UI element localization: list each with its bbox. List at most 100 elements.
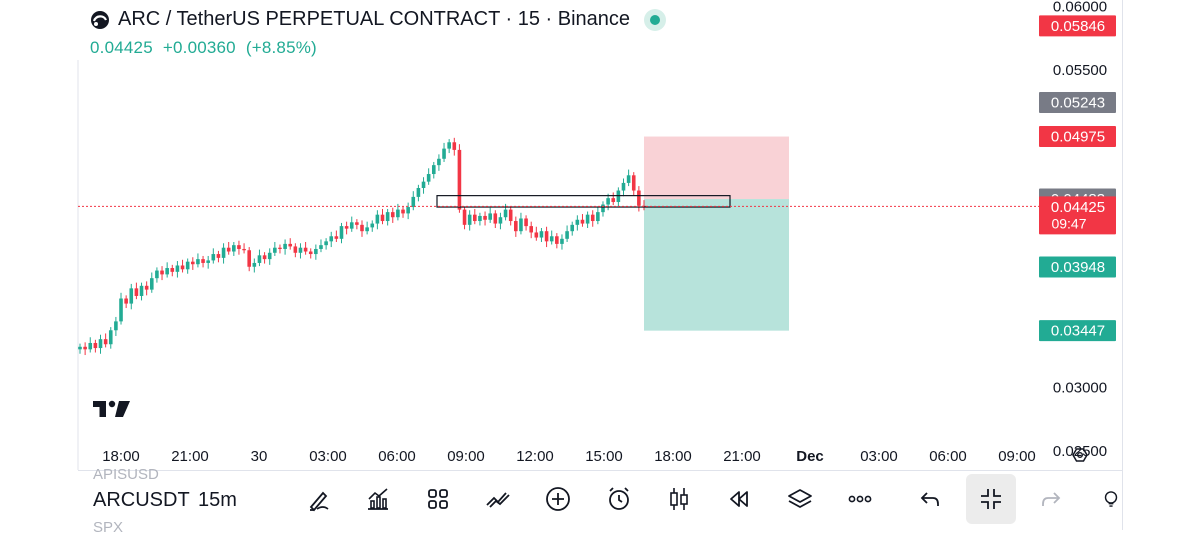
redo-icon bbox=[1042, 492, 1061, 506]
candle bbox=[273, 247, 277, 253]
chart-type-button[interactable] bbox=[355, 476, 401, 522]
candle bbox=[370, 223, 375, 228]
candle bbox=[498, 217, 503, 224]
price-label-badge bbox=[1039, 15, 1116, 37]
bar-countdown-text: 09:47 bbox=[1051, 215, 1086, 231]
candle bbox=[355, 222, 359, 225]
brush-icon bbox=[309, 491, 329, 512]
candle bbox=[134, 288, 139, 296]
layers-icon bbox=[788, 489, 812, 508]
price-label-text: 0.05243 bbox=[1051, 95, 1105, 112]
candle bbox=[631, 175, 636, 191]
candle bbox=[529, 226, 533, 233]
candle bbox=[467, 214, 472, 225]
candles-button[interactable] bbox=[656, 476, 702, 522]
add-button[interactable] bbox=[535, 476, 581, 522]
market-open-indicator bbox=[644, 8, 667, 31]
candle bbox=[93, 342, 98, 349]
interval-button[interactable]: 15m bbox=[198, 489, 237, 511]
candle bbox=[585, 214, 590, 224]
candle bbox=[175, 265, 180, 272]
candle bbox=[78, 346, 82, 350]
price-label-text: 0.04425 bbox=[1051, 199, 1105, 216]
chart-type-icon bbox=[368, 488, 388, 510]
candle bbox=[283, 243, 287, 249]
candle bbox=[303, 247, 308, 252]
candle bbox=[601, 204, 605, 213]
x-tick-label: 03:00 bbox=[309, 448, 347, 465]
redo-button[interactable] bbox=[1028, 476, 1074, 522]
price-label-badge bbox=[1039, 126, 1116, 148]
candle bbox=[508, 209, 513, 222]
x-tick-label: 12:00 bbox=[516, 448, 554, 465]
indicators-button[interactable] bbox=[415, 476, 461, 522]
ideas-button[interactable] bbox=[1100, 476, 1122, 522]
candle bbox=[226, 247, 231, 252]
fullscreen-exit-button[interactable] bbox=[966, 474, 1016, 524]
x-tick-label: Dec bbox=[796, 448, 824, 465]
candle bbox=[252, 262, 257, 267]
symbol-title[interactable]: ARC / TetherUS PERPETUAL CONTRACT · 15 ·… bbox=[118, 8, 631, 30]
candle bbox=[103, 339, 108, 345]
watchlist-prev-symbol[interactable]: APISUSD bbox=[93, 466, 159, 483]
take-profit-zone bbox=[644, 199, 789, 331]
candle bbox=[375, 214, 380, 224]
x-tick-label: 06:00 bbox=[929, 448, 967, 465]
candle bbox=[124, 298, 128, 304]
candle bbox=[314, 248, 318, 255]
candle bbox=[575, 219, 580, 225]
candle bbox=[385, 212, 390, 222]
candle bbox=[437, 158, 441, 166]
alert-button[interactable] bbox=[596, 476, 642, 522]
candle bbox=[139, 285, 144, 296]
arc-logo-icon bbox=[91, 10, 109, 29]
candle bbox=[606, 198, 610, 205]
y-tick-label: 0.02500 bbox=[1053, 443, 1107, 460]
drawing-tool-button[interactable] bbox=[296, 476, 342, 522]
candle bbox=[483, 215, 487, 220]
candle bbox=[457, 149, 462, 210]
candle bbox=[257, 255, 262, 263]
candle bbox=[329, 236, 334, 242]
candle bbox=[431, 165, 436, 175]
candle bbox=[478, 215, 482, 222]
undo-icon bbox=[920, 492, 939, 506]
replay-button[interactable] bbox=[716, 476, 762, 522]
candle bbox=[549, 236, 554, 242]
candle bbox=[191, 261, 195, 265]
price-axis-border bbox=[1122, 0, 1123, 530]
candle bbox=[232, 245, 236, 252]
candle bbox=[211, 254, 216, 261]
candle bbox=[503, 209, 508, 218]
candle bbox=[165, 268, 169, 275]
candle bbox=[514, 221, 518, 232]
layers-button[interactable] bbox=[777, 476, 823, 522]
more-button[interactable] bbox=[837, 476, 883, 522]
settings-icon[interactable] bbox=[1072, 448, 1088, 462]
candle bbox=[590, 214, 595, 222]
candle bbox=[570, 224, 575, 232]
drawings-button[interactable] bbox=[475, 476, 521, 522]
price-change-pct: (+8.85%) bbox=[245, 38, 317, 57]
candle bbox=[83, 346, 87, 350]
candle bbox=[180, 265, 185, 270]
candle bbox=[144, 285, 149, 290]
x-tick-label: 18:00 bbox=[102, 448, 140, 465]
undo-button[interactable] bbox=[907, 476, 953, 522]
x-tick-label: 06:00 bbox=[378, 448, 416, 465]
candle bbox=[319, 245, 323, 249]
candle bbox=[411, 196, 416, 208]
more-icon bbox=[848, 495, 872, 503]
quote-line: 0.04425 +0.00360 (+8.85%) bbox=[90, 38, 327, 58]
watchlist-next-symbol[interactable]: SPX bbox=[93, 519, 124, 536]
candle bbox=[339, 226, 344, 239]
replay-icon bbox=[730, 491, 748, 507]
price-label-badge bbox=[1039, 320, 1116, 342]
candle bbox=[426, 174, 431, 182]
add-icon bbox=[546, 487, 570, 511]
candle bbox=[324, 241, 328, 246]
candle bbox=[119, 298, 123, 322]
symbol-button[interactable]: ARCUSDT bbox=[93, 489, 190, 511]
